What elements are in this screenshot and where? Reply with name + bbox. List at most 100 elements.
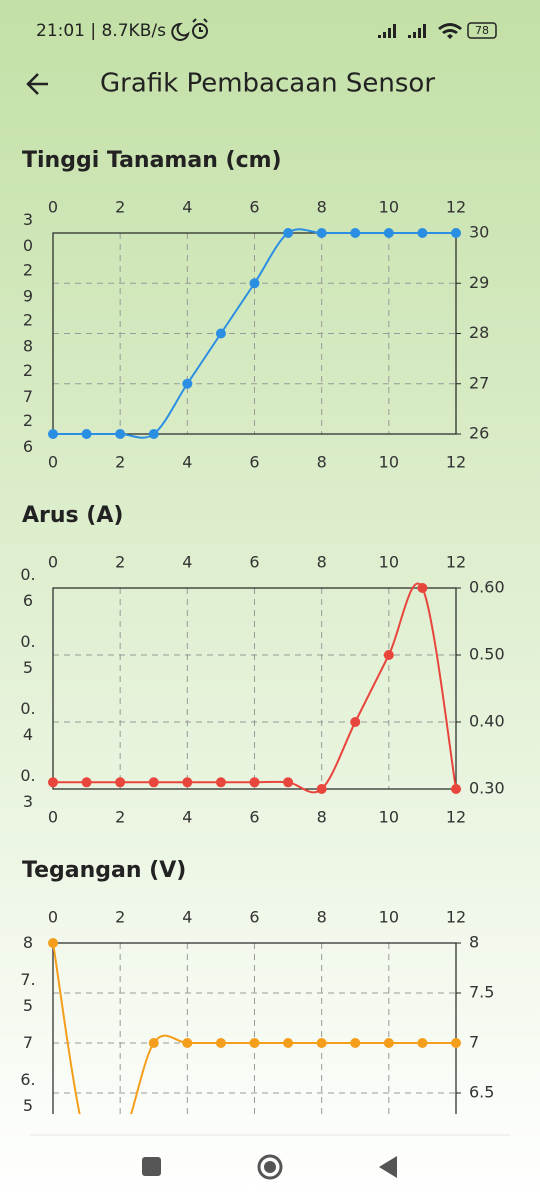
x-tick-label-bottom: 8 [317, 808, 327, 827]
data-point [283, 777, 294, 788]
x-tick-label-top: 8 [317, 908, 327, 927]
x-tick-label-top: 2 [115, 553, 125, 572]
y2-tick-label: 6.5 [469, 1083, 494, 1102]
x-tick-label-top: 6 [249, 908, 259, 927]
data-point [148, 429, 159, 439]
x-tick-label-bottom: 2 [115, 453, 125, 472]
x-tick-label-top: 10 [379, 198, 399, 217]
nav-back[interactable] [379, 1156, 397, 1178]
y-tick-label: 7 [23, 1033, 33, 1052]
data-point [115, 429, 126, 439]
data-point [283, 1038, 294, 1048]
data-point [148, 1038, 159, 1048]
battery-icon [467, 22, 497, 39]
x-tick-label-bottom: 4 [182, 808, 192, 827]
y-tick-label: 6. 5 [20, 1070, 35, 1115]
data-point [249, 278, 260, 289]
x-tick-label-top: 0 [48, 908, 58, 927]
x-tick-label-bottom: 10 [379, 453, 399, 472]
nav-home-dot [264, 1161, 276, 1173]
chart-title: Tegangan (V) [22, 858, 186, 883]
data-point [350, 1038, 361, 1048]
data-point [215, 777, 226, 788]
y2-tick-label: 0.40 [469, 712, 505, 731]
data-point [81, 777, 92, 788]
y2-tick-label: 0.30 [469, 779, 505, 798]
data-point [148, 777, 159, 788]
chart-title: Tinggi Tanaman (cm) [22, 148, 282, 173]
data-point [115, 777, 126, 788]
x-tick-label-bottom: 0 [48, 453, 58, 472]
y-tick-label: 7. 5 [20, 970, 35, 1015]
data-point [316, 784, 327, 794]
y2-tick-label: 7.5 [469, 983, 494, 1002]
x-tick-label-bottom: 8 [317, 453, 327, 472]
plot-frame [52, 232, 457, 435]
x-tick-label-bottom: 2 [115, 808, 125, 827]
app-title: Grafik Pembacaan Sensor [100, 69, 435, 99]
x-tick-label-top: 12 [446, 553, 466, 572]
y-tick-label: 8 [23, 933, 33, 952]
data-point [417, 583, 428, 593]
data-point [249, 1038, 260, 1048]
status-time: 21:01 | 8.7KB/s [36, 21, 166, 41]
status-icons [171, 18, 208, 41]
back-button[interactable] [26, 73, 48, 95]
x-tick-label-top: 0 [48, 553, 58, 572]
nav-home[interactable] [257, 1154, 283, 1180]
x-tick-label-bottom: 0 [48, 808, 58, 827]
chart-title: Arus (A) [22, 503, 123, 528]
x-tick-label-top: 6 [249, 553, 259, 572]
x-tick-label-top: 2 [115, 908, 125, 927]
data-point [383, 1038, 394, 1048]
x-tick-label-top: 10 [379, 553, 399, 572]
data-point [215, 1038, 226, 1048]
x-tick-label-top: 4 [182, 908, 192, 927]
y2-tick-label: 0.60 [469, 578, 505, 597]
data-point [417, 1038, 428, 1048]
x-tick-label-top: 8 [317, 198, 327, 217]
x-tick-label-top: 12 [446, 198, 466, 217]
y-tick-label: 0. 5 [20, 632, 35, 677]
y2-tick-label: 29 [469, 273, 489, 292]
data-point [48, 938, 58, 948]
x-tick-label-bottom: 12 [446, 453, 466, 472]
signal-icons [378, 23, 462, 39]
data-point [182, 378, 193, 389]
y2-tick-label: 28 [469, 323, 489, 342]
x-tick-label-bottom: 12 [446, 808, 466, 827]
x-tick-label-top: 10 [379, 908, 399, 927]
data-point [417, 228, 428, 238]
x-tick-label-top: 2 [115, 198, 125, 217]
battery-level: 78 [475, 24, 489, 37]
chart: Arus (A) 0 0 2 2 4 4 6 6 8 8 10 10 12 12 0. 3 0. 4 0. 5 0. 6 0.… [20, 503, 504, 827]
y-tick-label: 0. 6 [20, 565, 35, 610]
data-point [451, 228, 461, 238]
y2-tick-label: 8 [469, 933, 479, 952]
data-point [283, 228, 294, 238]
x-tick-label-top: 12 [446, 908, 466, 927]
y2-tick-label: 26 [469, 424, 489, 443]
y2-tick-label: 7 [469, 1033, 479, 1052]
y2-tick-label: 27 [469, 373, 489, 392]
data-point [182, 1038, 193, 1048]
data-point [316, 228, 327, 238]
x-tick-label-top: 6 [249, 198, 259, 217]
data-point [316, 1038, 327, 1048]
x-tick-label-bottom: 4 [182, 453, 192, 472]
x-tick-label-top: 8 [317, 553, 327, 572]
data-point [383, 650, 394, 660]
y2-tick-label: 30 [469, 223, 489, 242]
y2-tick-label: 0.50 [469, 645, 505, 664]
data-point [182, 777, 193, 788]
nav-recent[interactable] [142, 1157, 161, 1176]
